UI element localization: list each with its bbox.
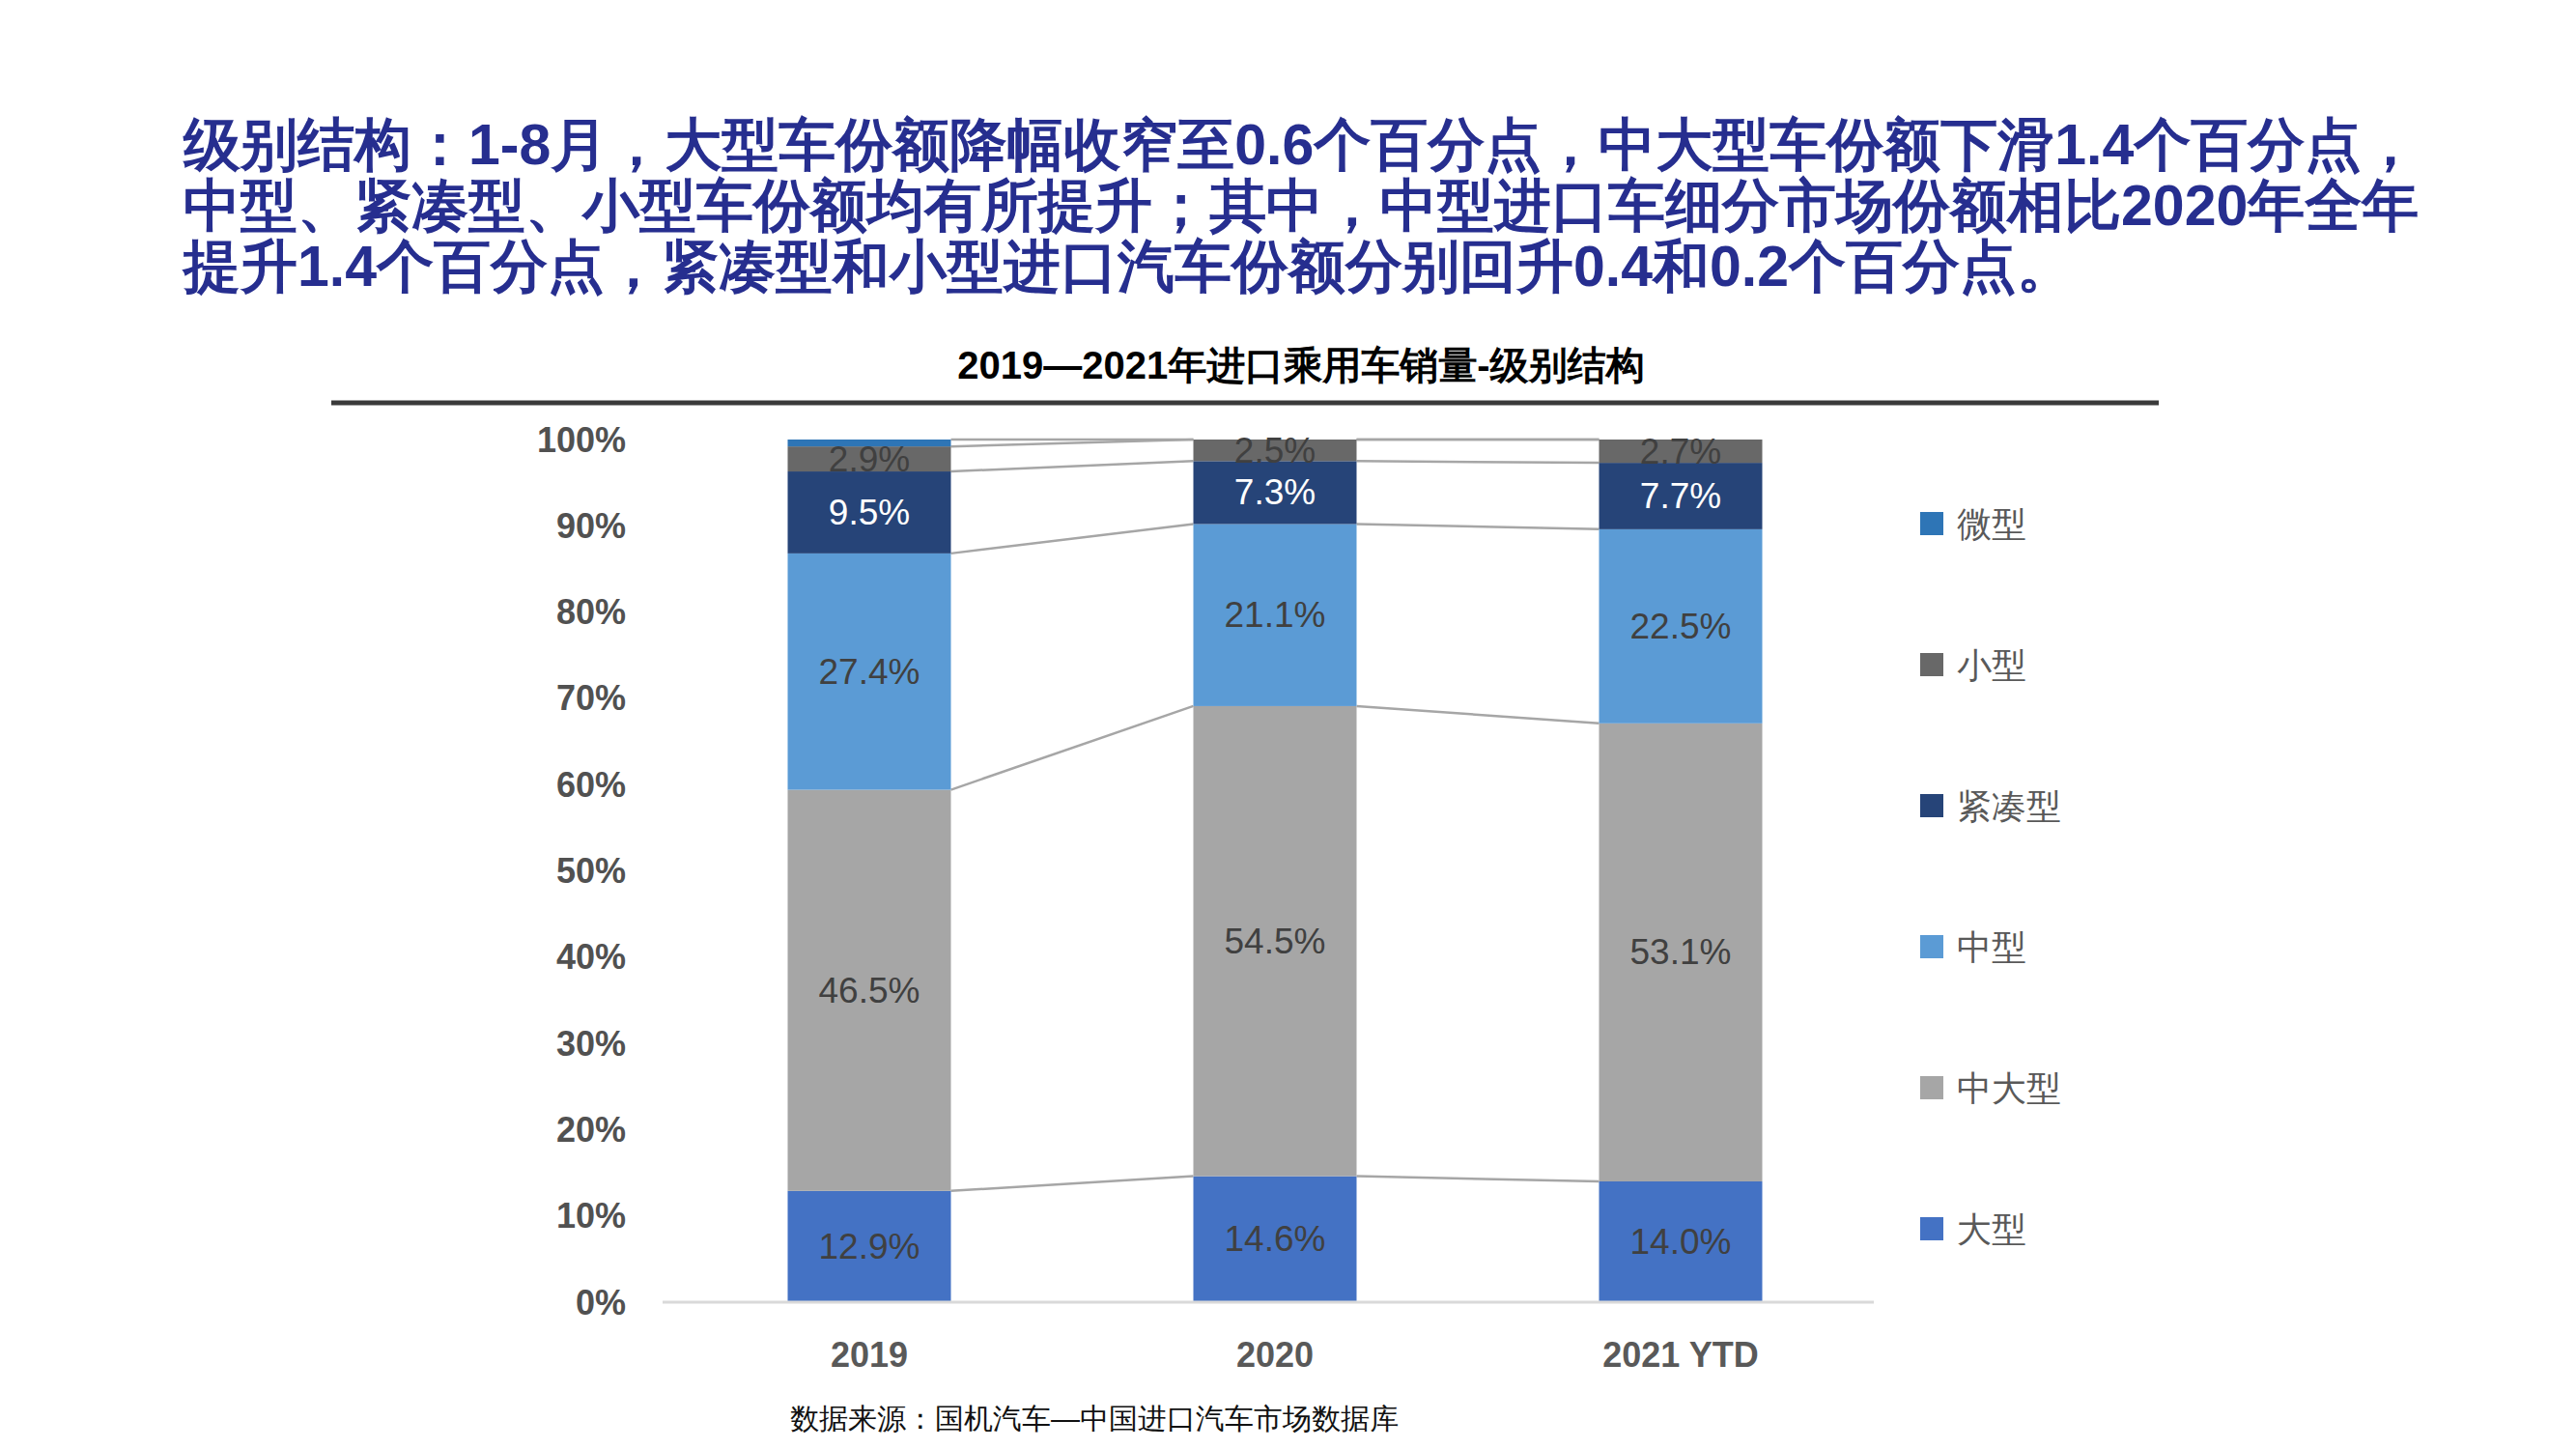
connector-line-中型 — [951, 525, 1194, 554]
y-tick-0%: 0% — [576, 1283, 626, 1322]
y-tick-30%: 30% — [556, 1024, 626, 1064]
y-tick-40%: 40% — [556, 937, 626, 977]
connector-line-中大型 — [1357, 706, 1599, 724]
legend-marker-小型 — [1920, 653, 1943, 676]
chart-canvas: 2019—2021年进口乘用车销量-级别结构 12.9% 46.5% 27.4% 9.… — [0, 0, 2576, 1449]
source-note: 数据来源：国机汽车—中国进口汽车市场数据库 — [790, 1403, 1399, 1435]
data-label-大型-2021 YTD: 14.0% — [1630, 1222, 1732, 1262]
data-label-小型-2020: 2.5% — [1234, 431, 1316, 470]
legend: 微型小型紧凑型中型中大型大型 — [1920, 504, 2061, 1249]
connector-line-中大型 — [951, 706, 1194, 790]
y-tick-70%: 70% — [556, 678, 626, 718]
legend-label-小型: 小型 — [1957, 645, 2026, 685]
connector-line-紧凑型 — [1357, 461, 1599, 463]
legend-marker-紧凑型 — [1920, 794, 1943, 817]
legend-marker-中型 — [1920, 935, 1943, 958]
category-label-2019: 2019 — [831, 1335, 908, 1375]
data-label-大型-2020: 14.6% — [1225, 1219, 1326, 1259]
y-axis: 100% 90% 80% 70% 60% 50% 40% 30% 20% 10% 0% — [537, 420, 626, 1322]
y-tick-100%: 100% — [537, 420, 626, 460]
data-label-小型-2019: 2.9% — [829, 440, 910, 479]
legend-marker-微型 — [1920, 512, 1943, 535]
y-tick-90%: 90% — [556, 506, 626, 546]
data-label-大型-2019: 12.9% — [819, 1227, 920, 1266]
y-tick-50%: 50% — [556, 851, 626, 891]
legend-label-微型: 微型 — [1957, 504, 2026, 544]
y-tick-20%: 20% — [556, 1110, 626, 1150]
bars — [788, 440, 1763, 1302]
connector-line-大型 — [1357, 1177, 1599, 1181]
category-label-2021 YTD: 2021 YTD — [1602, 1335, 1758, 1375]
y-tick-80%: 80% — [556, 592, 626, 632]
data-label-小型-2021 YTD: 2.7% — [1640, 432, 1721, 471]
legend-label-紧凑型: 紧凑型 — [1957, 786, 2061, 826]
legend-label-中型: 中型 — [1957, 927, 2026, 967]
connector-line-大型 — [951, 1177, 1194, 1191]
data-label-中大型-2021 YTD: 53.1% — [1630, 932, 1732, 972]
slide-page: 级别结构：1-8月，大型车份额降幅收窄至0.6个百分点，中大型车份额下滑1.4个… — [0, 0, 2576, 1449]
data-label-紧凑型-2021 YTD: 7.7% — [1640, 476, 1721, 516]
x-axis-labels: 2019 2020 2021 YTD — [831, 1335, 1759, 1375]
data-label-中型-2019: 27.4% — [819, 652, 920, 692]
connector-line-紧凑型 — [951, 461, 1194, 471]
data-label-紧凑型-2019: 9.5% — [829, 493, 910, 532]
data-label-中大型-2019: 46.5% — [819, 971, 920, 1010]
legend-label-大型: 大型 — [1957, 1209, 2026, 1249]
legend-label-中大型: 中大型 — [1957, 1068, 2061, 1108]
chart-title: 2019—2021年进口乘用车销量-级别结构 — [957, 344, 1644, 386]
y-tick-60%: 60% — [556, 765, 626, 805]
connector-line-中型 — [1357, 525, 1599, 529]
legend-marker-大型 — [1920, 1217, 1943, 1240]
data-label-中型-2021 YTD: 22.5% — [1630, 607, 1732, 646]
y-tick-10%: 10% — [556, 1196, 626, 1236]
data-label-中大型-2020: 54.5% — [1225, 922, 1326, 961]
legend-marker-中大型 — [1920, 1076, 1943, 1099]
data-label-紧凑型-2020: 7.3% — [1234, 472, 1316, 512]
data-label-中型-2020: 21.1% — [1225, 595, 1326, 635]
category-label-2020: 2020 — [1236, 1335, 1314, 1375]
